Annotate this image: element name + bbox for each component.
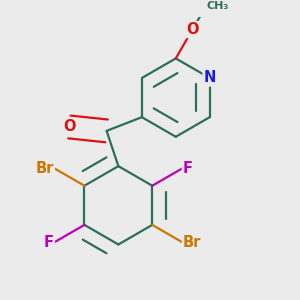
Text: F: F xyxy=(183,160,193,175)
Text: O: O xyxy=(63,119,76,134)
Text: CH₃: CH₃ xyxy=(206,1,228,11)
Text: O: O xyxy=(186,22,199,37)
Text: Br: Br xyxy=(35,160,54,175)
Text: Br: Br xyxy=(183,235,201,250)
Text: N: N xyxy=(203,70,216,86)
Text: F: F xyxy=(44,235,54,250)
